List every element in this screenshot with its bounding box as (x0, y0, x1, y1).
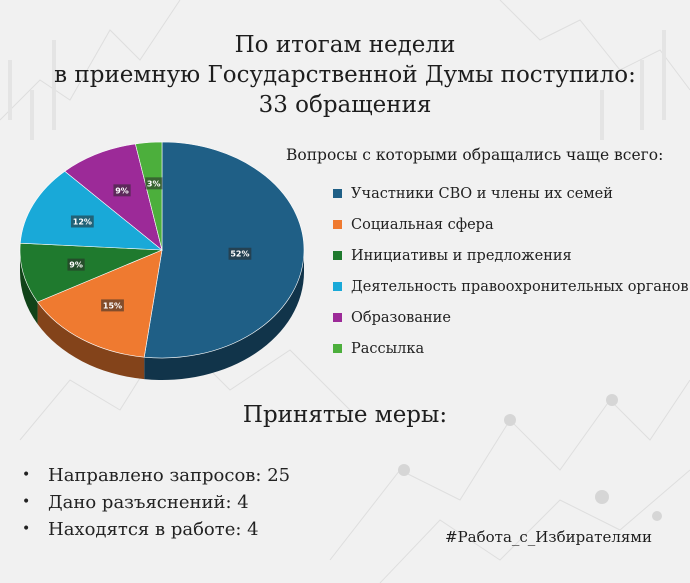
legend-swatch (333, 189, 342, 198)
pie-slice (19, 242, 163, 303)
pie-slice-side (37, 302, 145, 380)
measure-text: Находятся в работе: 4 (48, 519, 259, 540)
pie-slice (64, 143, 163, 251)
pie-slice-side (144, 250, 304, 380)
pie-slice (143, 141, 305, 359)
legend-swatch (333, 313, 342, 322)
legend-swatch (333, 282, 342, 291)
legend-swatch (333, 344, 342, 353)
measure-text: Дано разъяснений: 4 (48, 492, 249, 513)
title-line-1: По итогам недели (234, 32, 456, 58)
bullet-icon: • (22, 521, 31, 537)
chart-legend: Участники СВО и члены их семей Социальная… (333, 178, 689, 364)
pie-value-label: 9% (67, 258, 85, 271)
pie-slice (19, 170, 163, 251)
bullet-icon: • (22, 494, 31, 510)
legend-label: Социальная сфера (351, 216, 494, 233)
legend-item: Деятельность правоохронительных органов (333, 271, 689, 302)
pie-value-label-bg (145, 177, 163, 190)
pie-value-label: 12% (70, 215, 94, 228)
legend-item: Социальная сфера (333, 209, 689, 240)
legend-label: Рассылка (351, 340, 425, 357)
page-title: По итогам недели в приемную Государствен… (0, 30, 690, 120)
legend-label: Инициативы и предложения (351, 247, 572, 264)
pie-value-label-bg (101, 299, 124, 312)
legend-swatch (333, 220, 342, 229)
bullet-icon: • (22, 467, 31, 483)
hashtag: #Работа_с_Избирателями (445, 528, 652, 546)
legend-label: Образование (351, 309, 451, 326)
measure-item: • Направлено запросов: 25 (22, 462, 290, 489)
pie-value-label: 52% (228, 247, 252, 260)
pie-slice (37, 249, 163, 358)
legend-item: Рассылка (333, 333, 689, 364)
pie-value-label-bg (228, 247, 252, 260)
pie-value-label-bg (70, 215, 94, 228)
pie-value-label-bg (67, 258, 85, 271)
pie-value-label-text: 3% (147, 179, 161, 188)
legend-swatch (333, 251, 342, 260)
title-line-2: в приемную Государственной Думы поступил… (54, 62, 636, 88)
pie-value-label-text: 52% (230, 250, 249, 259)
pie-slice-side (20, 250, 38, 325)
measure-text: Направлено запросов: 25 (48, 465, 291, 486)
pie-chart: 52% 15% 9% 12% 9% 3% (19, 141, 305, 380)
legend-item: Участники СВО и члены их семей (333, 178, 689, 209)
legend-label: Участники СВО и члены их семей (351, 185, 613, 202)
pie-value-label: 15% (101, 299, 124, 312)
pie-value-label-bg (113, 184, 131, 197)
pie-value-label-text: 9% (69, 261, 83, 270)
pie-value-label: 9% (113, 184, 131, 197)
pie-value-label-text: 15% (103, 301, 122, 310)
measure-item: • Дано разъяснений: 4 (22, 489, 290, 516)
pie-value-label: 3% (145, 177, 163, 190)
measure-item: • Находятся в работе: 4 (22, 516, 290, 543)
pie-value-label-text: 9% (115, 186, 129, 195)
measures-title: Принятые меры: (242, 402, 448, 428)
legend-item: Образование (333, 302, 689, 333)
legend-item: Инициативы и предложения (333, 240, 689, 271)
pie-value-label-text: 12% (73, 217, 92, 226)
title-line-3: 33 обращения (258, 92, 432, 118)
legend-label: Деятельность правоохронительных органов (351, 278, 689, 295)
pie-slice (135, 141, 163, 251)
measures-list: • Направлено запросов: 25 • Дано разъяснени… (22, 462, 290, 543)
legend-title: Вопросы с которыми обращались чаще всего… (286, 146, 664, 164)
